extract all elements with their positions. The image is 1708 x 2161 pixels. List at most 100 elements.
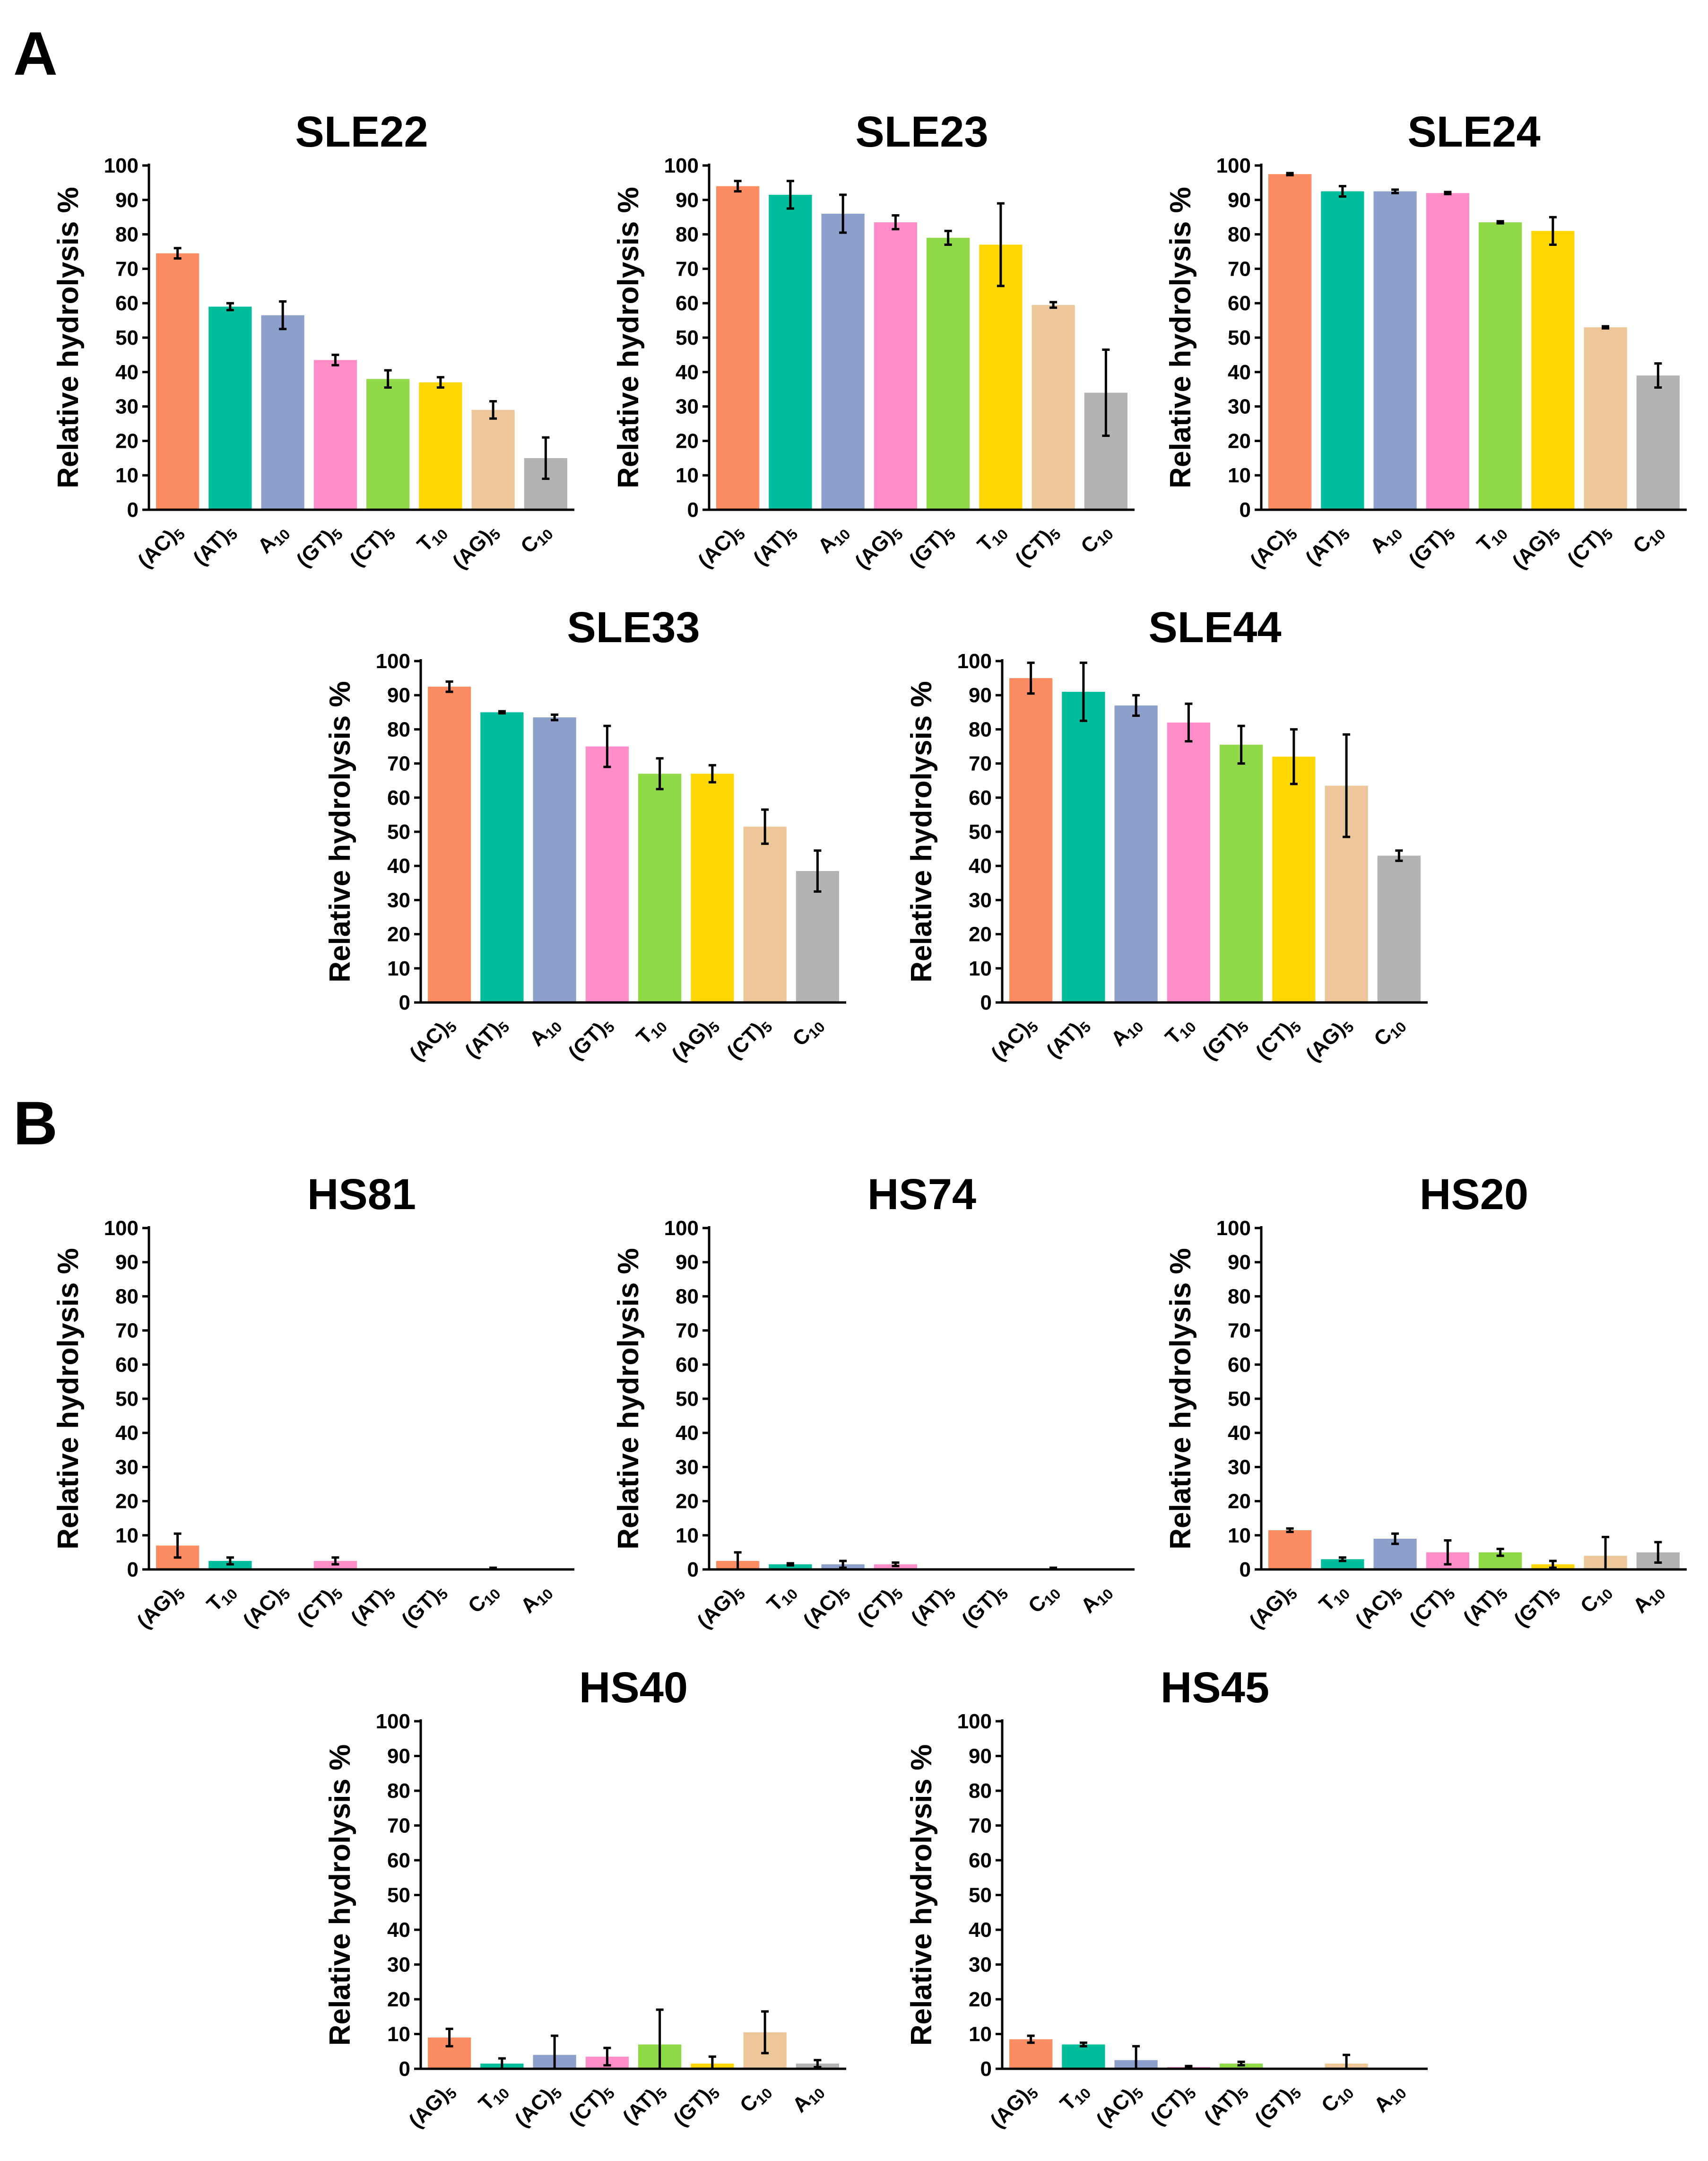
y-tick-label: 90: [387, 684, 410, 707]
x-tick-label: T10: [413, 519, 451, 558]
chart-title: HS40: [579, 1664, 688, 1712]
x-tick-label: C10: [464, 1579, 504, 1619]
y-tick-label: 30: [115, 395, 139, 418]
chart-sle23: SLE23 Relative hydrolysis % 0 10 20 30 40 50 60 7…: [612, 108, 1135, 575]
x-tick-label: A10: [1370, 2078, 1410, 2118]
chart-title: SLE44: [1148, 603, 1281, 652]
y-axis-label: Relative hydrolysis %: [324, 681, 356, 983]
y-tick-label: 60: [115, 1353, 139, 1377]
x-tick-label: (AG)5: [693, 1579, 748, 1635]
y-tick-label: 0: [399, 991, 410, 1014]
bar-a10: [261, 315, 304, 510]
y-tick-label: 60: [1228, 1353, 1251, 1377]
y-axis-label: Relative hydrolysis %: [905, 681, 938, 983]
y-tick-label: 80: [676, 223, 699, 246]
x-tick-label: T10: [1473, 519, 1511, 558]
y-tick-label: 50: [1228, 1387, 1251, 1411]
y-tick-label: 70: [676, 1319, 699, 1342]
y-tick-label: 100: [104, 1217, 139, 1240]
y-tick-label: 30: [387, 889, 410, 912]
x-tick-label: (CT)5: [1563, 519, 1616, 573]
bar-gt5: [1426, 193, 1469, 510]
y-tick-label: 80: [969, 1779, 992, 1803]
y-tick-label: 60: [387, 1849, 410, 1872]
y-tick-label: 10: [115, 464, 139, 487]
y-tick-label: 50: [387, 1884, 410, 1907]
x-tick-label: (AG)5: [404, 2078, 460, 2134]
bar-c10: [796, 871, 839, 1002]
charts-container: SLE22 Relative hydrolysis % 0 10 20 30 40 50 60 7…: [52, 108, 1687, 2134]
x-tick-label: (AT)5: [1200, 2078, 1252, 2130]
y-tick-label: 60: [969, 786, 992, 810]
y-tick-label: 50: [1228, 326, 1251, 349]
x-tick-label: (AT)5: [189, 519, 241, 571]
x-tick-label: (AC)5: [1092, 2078, 1147, 2133]
y-tick-label: 20: [1228, 429, 1251, 453]
y-tick-label: 20: [676, 1490, 699, 1513]
y-tick-label: 20: [969, 923, 992, 946]
y-tick-label: 100: [1216, 154, 1251, 177]
y-axis-label: Relative hydrolysis %: [612, 187, 645, 488]
panel-label-b: B: [13, 1089, 58, 1158]
x-tick-label: A10: [1366, 519, 1406, 559]
y-axis-label: Relative hydrolysis %: [1164, 1248, 1197, 1550]
y-tick-label: 70: [115, 257, 139, 280]
x-tick-label: (AG)5: [1508, 519, 1564, 575]
y-tick-label: 0: [687, 1558, 699, 1581]
y-tick-label: 0: [687, 498, 699, 522]
x-tick-label: (GT)5: [669, 2078, 723, 2132]
chart-title: HS20: [1420, 1170, 1528, 1219]
bar-ag5: [1531, 231, 1575, 510]
y-tick-label: 0: [1240, 1558, 1251, 1581]
bar-a10: [821, 213, 865, 510]
bar-a10: [533, 717, 576, 1002]
chart-title: SLE23: [855, 108, 988, 156]
y-tick-label: 40: [1228, 1421, 1251, 1445]
y-tick-label: 70: [1228, 257, 1251, 280]
bar-t10: [1479, 222, 1522, 510]
y-tick-label: 90: [969, 1745, 992, 1768]
x-tick-label: A10: [1076, 1579, 1117, 1619]
chart-sle24: SLE24 Relative hydrolysis % 0 10 20 30 40 50 60 7…: [1164, 108, 1687, 575]
x-tick-label: (AG)5: [448, 519, 504, 575]
x-tick-label: (GT)5: [1250, 2078, 1304, 2132]
x-tick-label: C10: [1317, 2078, 1357, 2118]
y-tick-label: 10: [1228, 1524, 1251, 1547]
y-tick-label: 20: [676, 429, 699, 453]
y-tick-label: 30: [115, 1455, 139, 1479]
y-tick-label: 40: [115, 1421, 139, 1445]
x-tick-label: (GT)5: [957, 1579, 1011, 1633]
x-tick-label: (GT)5: [1405, 519, 1458, 573]
bar-at5: [1321, 191, 1364, 510]
y-tick-label: 70: [387, 1814, 410, 1838]
bar-ct5: [366, 379, 410, 510]
y-tick-label: 30: [1228, 1455, 1251, 1479]
bar-ag5: [471, 410, 515, 510]
x-tick-label: (CT)5: [293, 1579, 346, 1632]
chart-title: SLE33: [567, 603, 700, 652]
bar-ag5: [874, 222, 917, 510]
bar-a10: [1373, 191, 1417, 510]
x-tick-label: T10: [973, 519, 1012, 558]
bar-at5: [208, 306, 252, 510]
x-tick-label: A10: [525, 1012, 565, 1052]
y-tick-label: 10: [676, 1524, 699, 1547]
bar-gt5: [1220, 744, 1263, 1002]
x-tick-label: (AC)5: [799, 1579, 854, 1634]
x-tick-label: C10: [1629, 519, 1669, 559]
bar-ac5: [1268, 174, 1312, 510]
chart-title: HS45: [1161, 1664, 1269, 1712]
y-tick-label: 50: [115, 1387, 139, 1411]
x-tick-label: (AG)5: [986, 2078, 1041, 2134]
chart-hs40: HS40 Relative hydrolysis % 0 10 20 30 40 50 60 70…: [324, 1664, 846, 2134]
x-tick-label: (AG)5: [1301, 1012, 1357, 1068]
y-tick-label: 0: [399, 2057, 410, 2081]
y-tick-label: 30: [969, 1953, 992, 1977]
x-tick-label: T10: [763, 1579, 801, 1618]
x-tick-label: A10: [1629, 1579, 1669, 1619]
y-tick-label: 40: [676, 361, 699, 384]
chart-title: SLE22: [295, 108, 428, 156]
chart-hs45: HS45 Relative hydrolysis % 0 10 20 30 40 50 60 70…: [905, 1664, 1428, 2134]
x-tick-label: (AC)5: [133, 519, 188, 574]
